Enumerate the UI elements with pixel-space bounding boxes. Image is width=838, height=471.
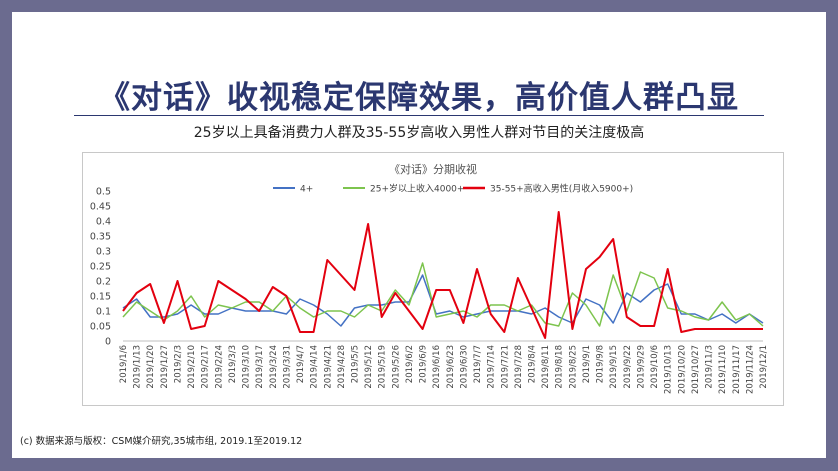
chart-title: 《对话》分期收视 xyxy=(389,162,477,176)
legend-label: 4+ xyxy=(300,185,313,195)
source-footnote: (c) 数据来源与版权：CSM媒介研究,35城市组, 2019.1至2019.1… xyxy=(20,436,303,447)
x-tick-label: 2019/7/28 xyxy=(514,345,524,389)
x-tick-label: 2019/4/28 xyxy=(337,345,347,389)
x-tick-label: 2019/2/17 xyxy=(201,345,211,389)
x-tick-label: 2019/5/19 xyxy=(378,345,388,389)
x-tick-label: 2019/4/21 xyxy=(323,345,333,389)
x-tick-label: 2019/9/15 xyxy=(609,345,619,389)
series-line xyxy=(122,262,764,327)
y-tick-label: 0.45 xyxy=(90,202,111,213)
y-tick-label: 0.2 xyxy=(96,277,111,288)
x-tick-label: 2019/6/23 xyxy=(446,345,456,389)
title-underline xyxy=(74,115,764,116)
x-tick-label: 2019/1/6 xyxy=(119,345,129,383)
x-tick-label: 2019/9/8 xyxy=(596,345,606,383)
y-tick-label: 0.35 xyxy=(90,232,111,243)
x-tick-label: 2019/8/18 xyxy=(555,345,565,389)
chart-legend: 4+ 25+岁以上收入4000+ 35-55+高收入男性(月收入5900+) xyxy=(273,183,633,195)
series-line xyxy=(122,211,763,339)
y-tick-label: 0 xyxy=(105,337,111,348)
x-axis: 2019/1/6 2019/1/13 2019/1/20 2019/1/27 2019/… xyxy=(119,340,769,394)
y-tick-label: 0.1 xyxy=(96,307,111,318)
x-tick-label: 2019/3/3 xyxy=(228,345,238,383)
y-tick-label: 0.4 xyxy=(96,217,111,228)
x-tick-label: 2019/3/24 xyxy=(269,345,279,389)
x-tick-label: 2019/6/2 xyxy=(405,345,415,383)
y-tick-label: 0.3 xyxy=(96,247,111,258)
x-tick-label: 2019/6/30 xyxy=(459,345,469,389)
series-line xyxy=(122,274,764,327)
y-tick-label: 0.25 xyxy=(90,262,111,273)
slide-title: 《对话》收视稳定保障效果，高价值人群凸显 xyxy=(99,80,739,116)
y-tick-label: 0.5 xyxy=(96,187,111,198)
x-tick-label: 2019/11/10 xyxy=(718,345,728,394)
y-tick-label: 0.05 xyxy=(90,322,111,333)
x-tick-label: 2019/1/20 xyxy=(146,345,156,389)
y-axis: 0 0.05 0.1 0.15 0.2 0.25 0.3 0.35 0.4 0.45 0.5 xyxy=(90,187,111,348)
x-tick-label: 2019/7/7 xyxy=(473,345,483,383)
series-layer xyxy=(122,211,764,339)
x-tick-label: 2019/10/6 xyxy=(650,345,660,389)
x-tick-label: 2019/9/29 xyxy=(636,345,646,389)
x-tick-label: 2019/8/11 xyxy=(541,345,551,389)
x-tick-label: 2019/2/10 xyxy=(187,345,197,389)
x-tick-label: 2019/3/10 xyxy=(242,345,252,389)
x-tick-label: 2019/2/24 xyxy=(214,345,224,389)
x-tick-label: 2019/10/13 xyxy=(664,345,674,394)
x-tick-label: 2019/4/7 xyxy=(296,345,306,383)
x-tick-label: 2019/9/22 xyxy=(623,345,633,389)
x-tick-label: 2019/11/24 xyxy=(745,345,755,394)
x-tick-label: 2019/9/1 xyxy=(582,345,592,383)
x-tick-label: 2019/8/25 xyxy=(568,345,578,389)
x-tick-label: 2019/10/20 xyxy=(677,345,687,394)
x-tick-label: 2019/8/4 xyxy=(528,345,538,383)
x-tick-label: 2019/3/17 xyxy=(255,345,265,389)
legend-label: 35-55+高收入男性(月收入5900+) xyxy=(490,183,633,195)
x-tick-label: 2019/1/27 xyxy=(160,345,170,389)
x-tick-label: 2019/7/14 xyxy=(487,345,497,389)
x-tick-label: 2019/11/17 xyxy=(732,345,742,394)
x-tick-label: 2019/6/16 xyxy=(432,345,442,389)
chart-container: 《对话》分期收视 4+ 25+岁以上收入4000+ 35-55+高收入男性(月收入5… xyxy=(82,152,784,406)
y-tick-label: 0.15 xyxy=(90,292,111,303)
x-tick-label: 2019/12/1 xyxy=(759,345,769,389)
x-tick-label: 2019/7/21 xyxy=(500,345,510,389)
x-tick-label: 2019/5/26 xyxy=(391,345,401,389)
slide: 《对话》收视稳定保障效果，高价值人群凸显 25岁以上具备消费力人群及35-55岁… xyxy=(12,12,826,458)
legend-label: 25+岁以上收入4000+ xyxy=(370,183,464,195)
line-chart: 《对话》分期收视 4+ 25+岁以上收入4000+ 35-55+高收入男性(月收入5… xyxy=(90,162,769,394)
x-tick-label: 2019/2/3 xyxy=(173,345,183,383)
slide-subtitle: 25岁以上具备消费力人群及35-55岁高收入男性人群对节目的关注度极高 xyxy=(193,125,645,141)
x-tick-label: 2019/6/9 xyxy=(419,345,429,383)
x-tick-label: 2019/11/3 xyxy=(705,345,715,389)
x-tick-label: 2019/3/31 xyxy=(282,345,292,389)
x-tick-label: 2019/5/12 xyxy=(364,345,374,389)
x-tick-label: 2019/10/27 xyxy=(691,345,701,394)
x-tick-label: 2019/4/14 xyxy=(310,345,320,389)
x-tick-label: 2019/5/5 xyxy=(350,345,360,383)
x-tick-label: 2019/1/13 xyxy=(133,345,143,389)
